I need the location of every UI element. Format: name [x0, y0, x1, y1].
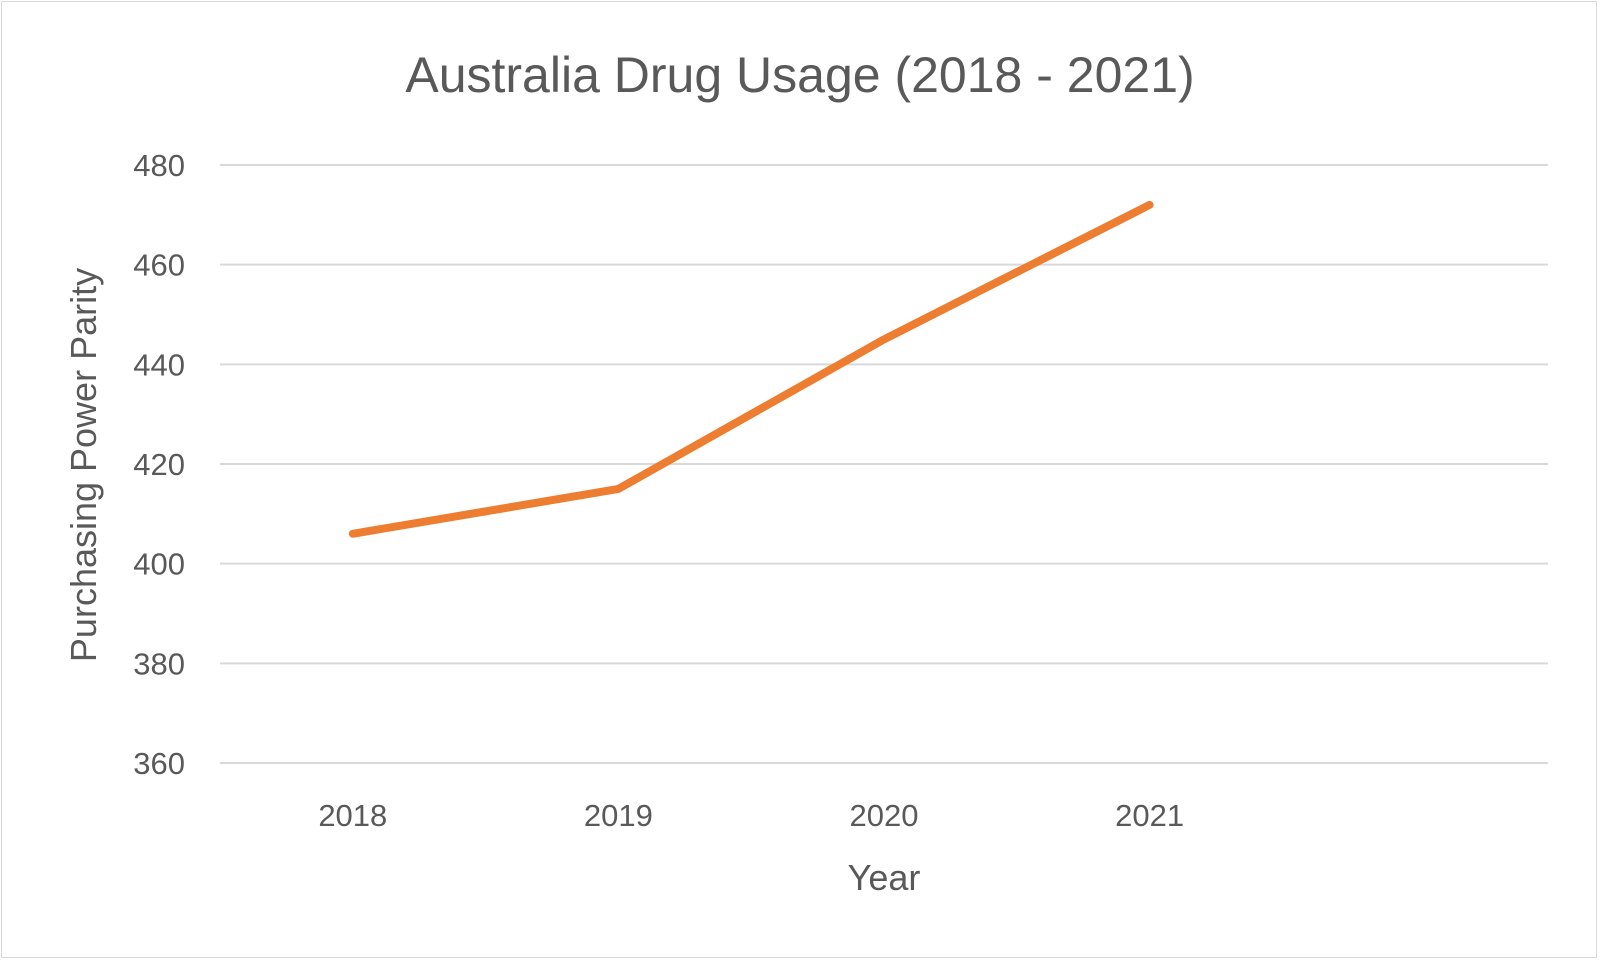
series-group — [348, 200, 1154, 538]
x-tick-label-2019: 2019 — [584, 798, 653, 833]
x-tick-label-2020: 2020 — [850, 798, 919, 833]
series-line-0 — [348, 200, 1154, 538]
y-tick-label-380: 380 — [133, 646, 185, 681]
chart-title: Australia Drug Usage (2018 - 2021) — [405, 47, 1194, 103]
gridlines — [220, 164, 1548, 764]
y-tick-label-400: 400 — [133, 547, 185, 582]
y-tick-label-420: 420 — [133, 447, 185, 482]
y-tick-label-480: 480 — [133, 148, 185, 183]
x-tick-label-2021: 2021 — [1115, 798, 1184, 833]
y-axis-title: Purchasing Power Parity — [63, 268, 104, 662]
y-tick-label-440: 440 — [133, 347, 185, 382]
x-tick-label-2018: 2018 — [318, 798, 387, 833]
x-axis-ticks: 2018 2019 2020 2021 — [318, 798, 1184, 833]
y-tick-label-360: 360 — [133, 746, 185, 781]
y-tick-label-460: 460 — [133, 248, 185, 283]
y-axis-ticks: 360 380 400 420 440 460 480 — [133, 148, 185, 781]
x-axis-title: Year — [848, 857, 921, 898]
